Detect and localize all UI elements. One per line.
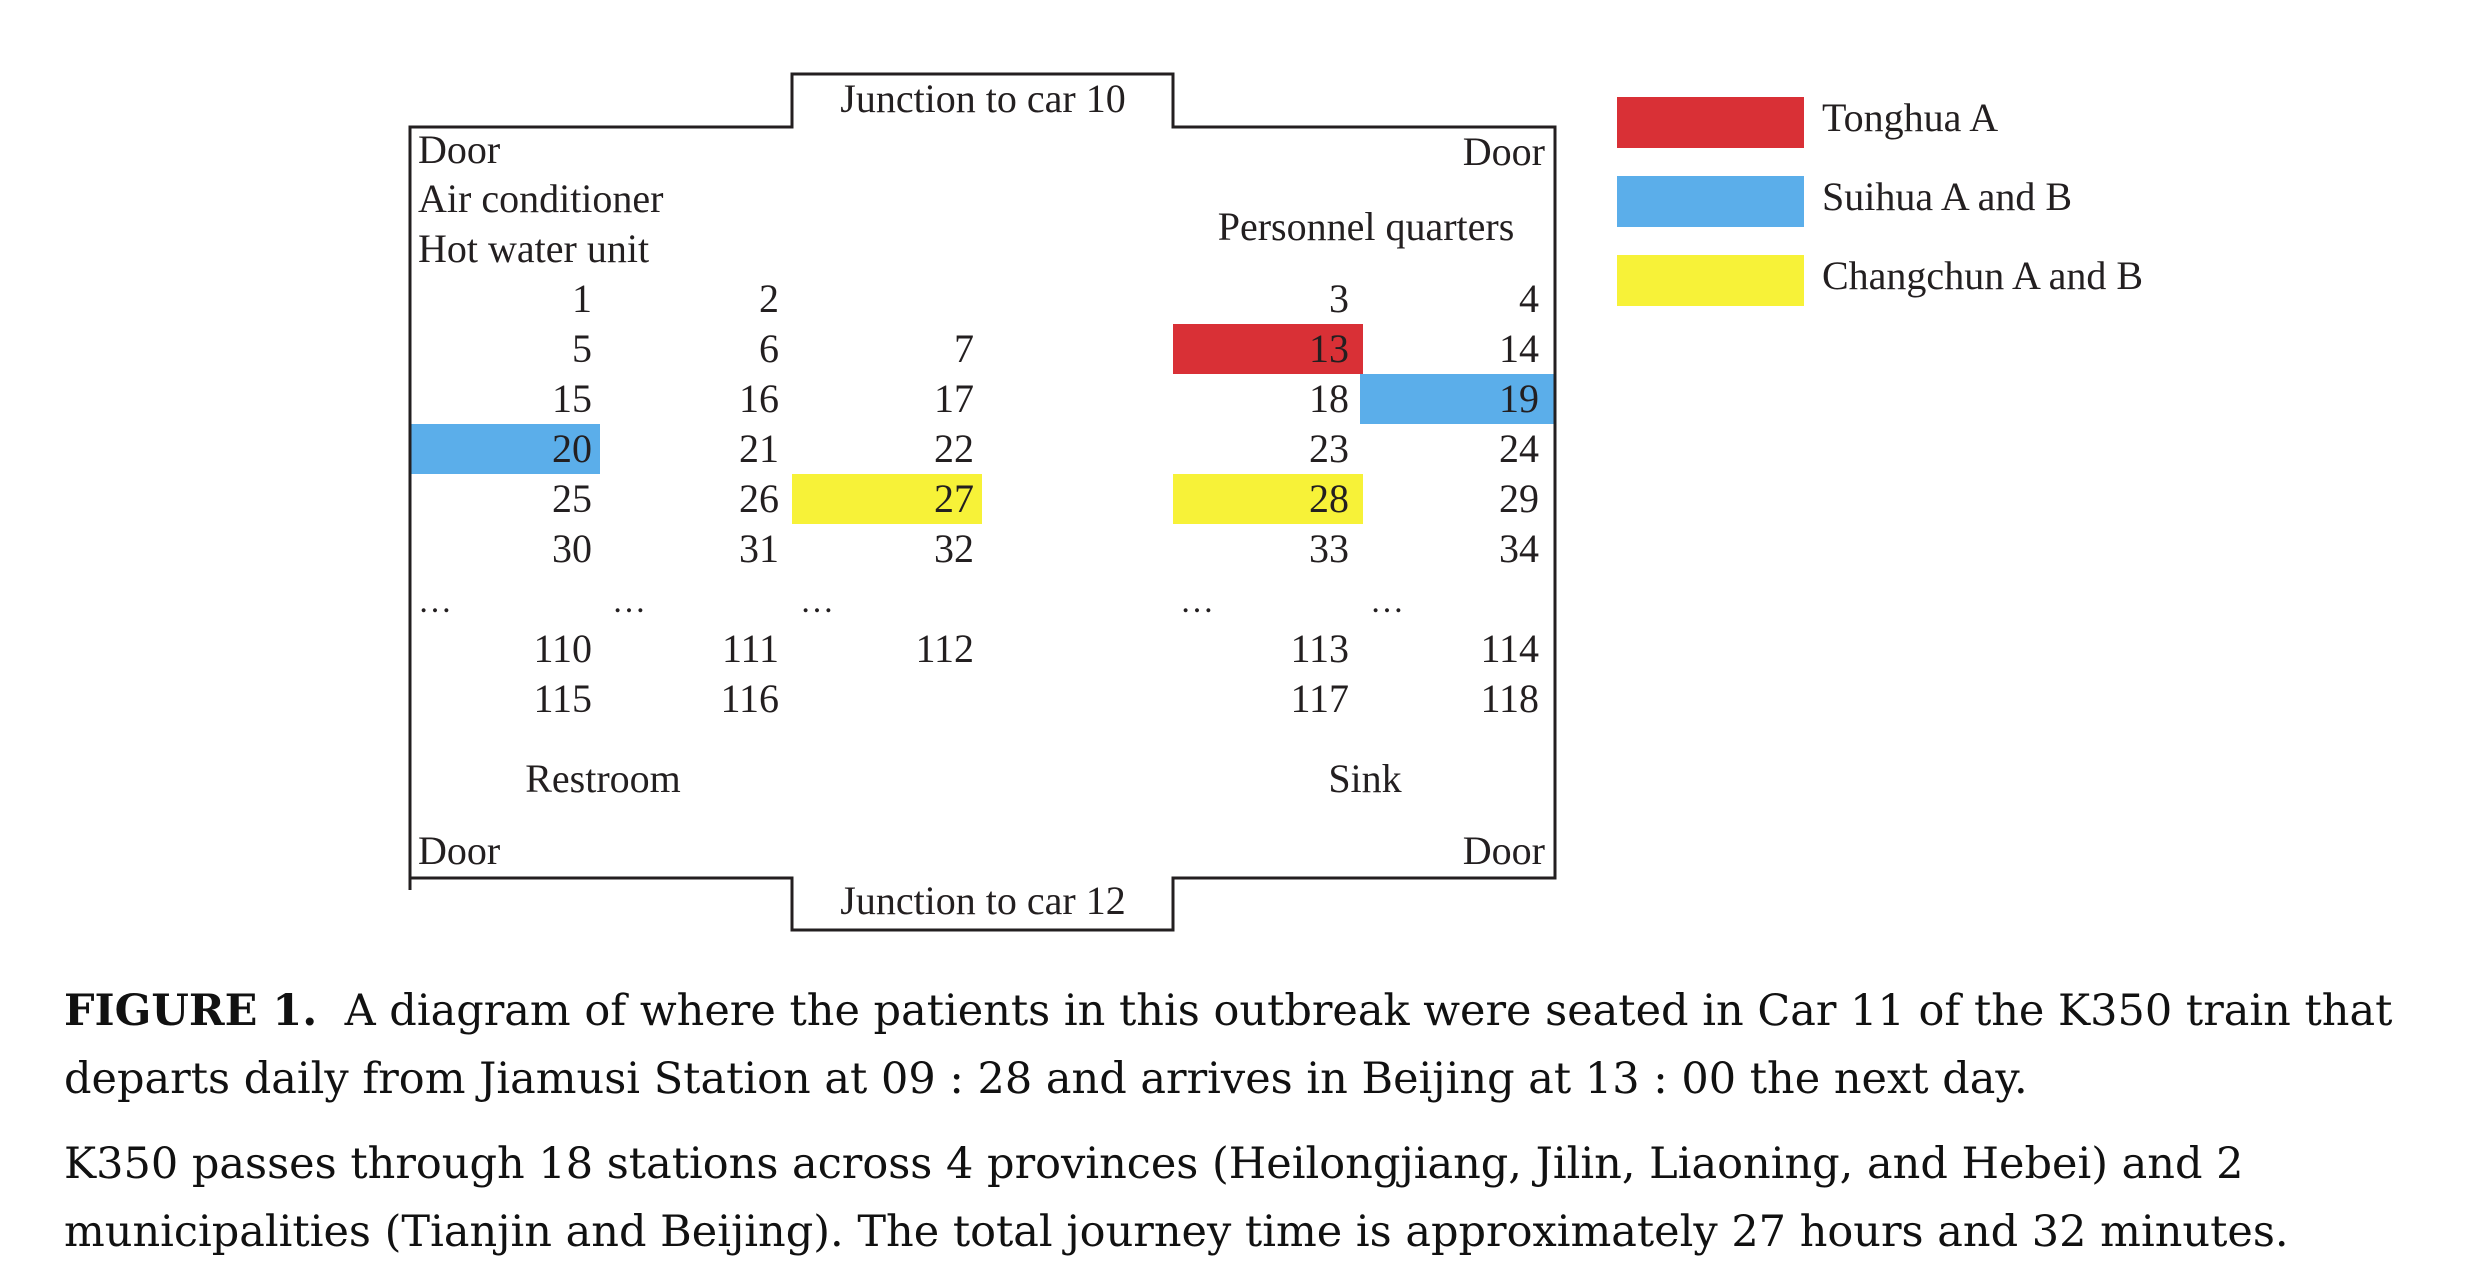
seat-23: 23 [1309, 426, 1349, 471]
ellipsis-3: … [800, 583, 834, 620]
legend-label-tonghua: Tonghua A [1822, 95, 1998, 140]
seat-22: 22 [934, 426, 974, 471]
seat-31: 31 [739, 526, 779, 571]
seat-116: 116 [720, 676, 779, 721]
seat-21: 21 [739, 426, 779, 471]
seat-20: 20 [552, 426, 592, 471]
seat-19: 19 [1499, 376, 1539, 421]
seat-highlight-20 [410, 424, 600, 474]
ellipsis-5: … [1370, 583, 1404, 620]
seat-118: 118 [1480, 676, 1539, 721]
ellipsis-1: … [418, 583, 452, 620]
legend-label-suihua: Suihua A and B [1822, 174, 2072, 219]
door-bottom-right: Door [1463, 828, 1545, 873]
figure-caption: FIGURE 1. A diagram of where the patient… [64, 977, 2464, 1113]
door-top-right: Door [1463, 129, 1545, 174]
door-top-left: Door [418, 127, 500, 172]
caption-line-2: K350 passes through 18 stations across 4… [64, 1139, 2289, 1257]
seat-15: 15 [552, 376, 592, 421]
figure-note: K350 passes through 18 stations across 4… [64, 1130, 2464, 1266]
seat-5: 5 [572, 326, 592, 371]
seat-16: 16 [739, 376, 779, 421]
personnel-quarters-label: Personnel quarters [1218, 204, 1515, 249]
seat-highlight-27 [792, 474, 982, 524]
seat-113: 113 [1290, 626, 1349, 671]
junction-bottom-label: Junction to car 12 [840, 878, 1126, 923]
door-bottom-left: Door [418, 828, 500, 873]
caption-line-1: A diagram of where the patients in this … [64, 986, 2393, 1104]
seat-7: 7 [954, 326, 974, 371]
junction-top-label: Junction to car 10 [840, 76, 1126, 121]
seat-32: 32 [934, 526, 974, 571]
seat-27: 27 [934, 476, 974, 521]
seat-highlight-28 [1173, 474, 1363, 524]
legend: Tonghua A Suihua A and B Changchun A and B [1617, 95, 2143, 306]
seat-3: 3 [1329, 276, 1349, 321]
ellipsis-2: … [612, 583, 646, 620]
seat-13: 13 [1309, 326, 1349, 371]
ellipsis-4: … [1180, 583, 1214, 620]
air-conditioner-label: Air conditioner [418, 176, 664, 221]
seat-30: 30 [552, 526, 592, 571]
seat-33: 33 [1309, 526, 1349, 571]
legend-swatch-tonghua [1617, 97, 1804, 148]
seat-110: 110 [533, 626, 592, 671]
seating-diagram: Junction to car 10 Junction to car 12 Do… [408, 72, 2143, 932]
seat-18: 18 [1309, 376, 1349, 421]
seat-highlight-13 [1173, 324, 1363, 374]
seat-29: 29 [1499, 476, 1539, 521]
seat-28: 28 [1309, 476, 1349, 521]
seat-114: 114 [1480, 626, 1539, 671]
seat-17: 17 [934, 376, 974, 421]
legend-swatch-changchun [1617, 255, 1804, 306]
seat-highlight-19 [1360, 374, 1555, 424]
restroom-label: Restroom [525, 756, 681, 801]
seat-highlights [410, 324, 1555, 524]
seat-112: 112 [915, 626, 974, 671]
seat-4: 4 [1519, 276, 1539, 321]
car-outline [408, 72, 1557, 932]
seat-1: 1 [572, 276, 592, 321]
seat-2: 2 [759, 276, 779, 321]
seat-117: 117 [1290, 676, 1349, 721]
seat-115: 115 [533, 676, 592, 721]
seat-25: 25 [552, 476, 592, 521]
figure-label: FIGURE 1. [64, 986, 318, 1036]
seat-6: 6 [759, 326, 779, 371]
seat-34: 34 [1499, 526, 1539, 571]
legend-label-changchun: Changchun A and B [1822, 253, 2143, 298]
seat-24: 24 [1499, 426, 1539, 471]
seat-26: 26 [739, 476, 779, 521]
seat-111: 111 [722, 626, 779, 671]
legend-swatch-suihua [1617, 176, 1804, 227]
seat-14: 14 [1499, 326, 1539, 371]
hot-water-unit-label: Hot water unit [418, 226, 649, 271]
sink-label: Sink [1328, 756, 1401, 801]
